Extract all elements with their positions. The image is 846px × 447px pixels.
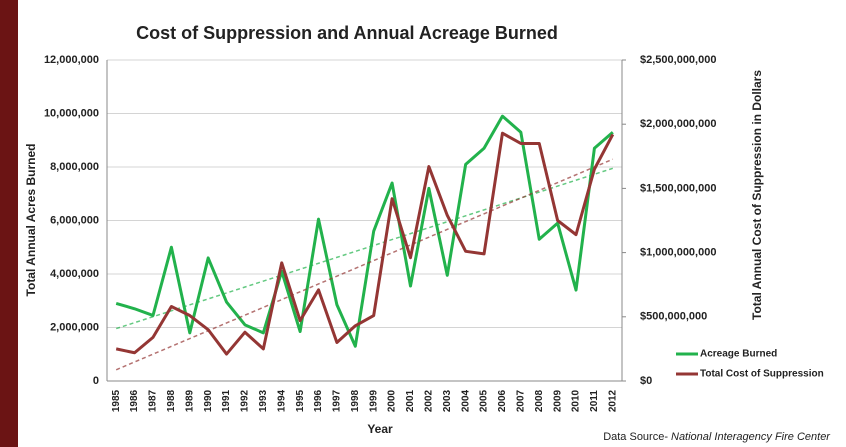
x-tick-label: 2011 (589, 390, 600, 412)
y-tick-label: 12,000,000 (44, 54, 99, 66)
y2-axis-label: Total Annual Cost of Suppression in Doll… (750, 70, 764, 320)
y2-tick-label: $2,500,000,000 (640, 54, 716, 66)
data-source: National Interagency Fire Center (671, 431, 831, 443)
y-tick-label: 4,000,000 (50, 268, 99, 280)
x-tick-label: 1990 (203, 389, 214, 412)
x-tick-label: 2002 (424, 389, 435, 412)
x-tick-label: 2009 (552, 389, 563, 412)
x-tick-label: 2007 (515, 389, 526, 412)
x-tick-label: 2005 (479, 389, 490, 412)
y2-tick-label: $1,000,000,000 (640, 247, 716, 259)
legend-label: Total Cost of Suppression (700, 369, 824, 380)
y2-tick-label: $2,000,000,000 (640, 118, 716, 130)
y-tick-label: 10,000,000 (44, 107, 99, 119)
x-tick-label: 1993 (258, 389, 269, 412)
x-tick-label: 1992 (240, 389, 251, 412)
x-tick-label: 1998 (350, 389, 361, 412)
x-tick-label: 1994 (276, 389, 287, 412)
y2-tick-label: $500,000,000 (640, 311, 707, 323)
y2-tick-label: $1,500,000,000 (640, 182, 716, 194)
legend-label: Acreage Burned (700, 349, 777, 360)
x-tick-label: 2000 (387, 389, 398, 412)
x-axis-label: Year (367, 422, 393, 436)
y-tick-label: 6,000,000 (50, 214, 99, 226)
page: Cost of Suppression and Annual Acreage B… (0, 0, 846, 447)
y-tick-label: 8,000,000 (50, 161, 99, 173)
x-tick-label: 2010 (571, 389, 582, 412)
data-source-label: Data Source- (603, 431, 668, 443)
chart-title: Cost of Suppression and Annual Acreage B… (136, 23, 558, 43)
x-tick-label: 1987 (148, 389, 159, 412)
y-tick-label: 2,000,000 (50, 321, 99, 333)
x-tick-label: 1997 (332, 389, 343, 412)
x-tick-label: 2008 (534, 389, 545, 412)
x-tick-label: 2012 (607, 389, 618, 412)
x-tick-label: 1986 (129, 389, 140, 412)
x-tick-label: 1988 (166, 389, 177, 412)
x-tick-label: 2004 (460, 389, 471, 412)
x-tick-label: 2006 (497, 389, 508, 412)
x-tick-label: 1985 (111, 389, 122, 412)
chart: Cost of Suppression and Annual Acreage B… (0, 0, 846, 447)
y-axis-label: Total Annual Acres Burned (24, 144, 38, 297)
x-tick-label: 1989 (184, 389, 195, 412)
x-tick-label: 1991 (221, 389, 232, 412)
x-tick-label: 1999 (368, 389, 379, 412)
x-tick-label: 2003 (442, 389, 453, 412)
x-tick-label: 1995 (295, 389, 306, 412)
y-tick-label: 0 (93, 375, 99, 387)
x-tick-label: 2001 (405, 389, 416, 412)
x-tick-label: 1996 (313, 389, 324, 412)
y2-tick-label: $0 (640, 375, 652, 387)
